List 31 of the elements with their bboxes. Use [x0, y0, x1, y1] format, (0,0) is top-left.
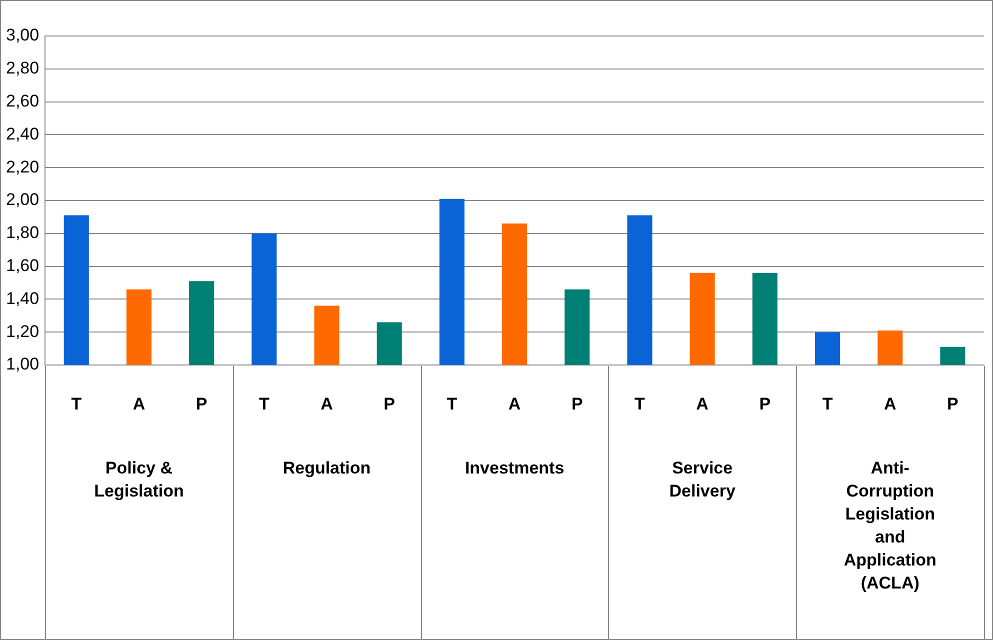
- y-tick-label: 1,40: [6, 288, 40, 308]
- y-tick-label: 1,60: [6, 256, 40, 275]
- y-tick-label: 1,20: [6, 322, 40, 341]
- series-label: P: [196, 394, 208, 414]
- text: T: [71, 394, 82, 414]
- series-label: T: [634, 394, 646, 414]
- text: A: [320, 394, 333, 414]
- x-tick-label: Regulation: [282, 458, 371, 478]
- y-tick-label: 2,00: [6, 190, 40, 210]
- text: P: [384, 394, 396, 414]
- text: T: [446, 394, 458, 414]
- text: T: [822, 394, 833, 414]
- series-label: A: [132, 394, 146, 414]
- y-tick-label: 2,40: [6, 124, 40, 144]
- text: P: [571, 394, 583, 414]
- text: P: [947, 394, 958, 414]
- y-tick-label: 2,20: [6, 157, 40, 176]
- x-tick-label: Service Delivery: [669, 458, 736, 501]
- text: A: [696, 394, 708, 414]
- x-tick-label: Policy & Legislation: [94, 458, 184, 501]
- text: T: [258, 394, 270, 414]
- x-tick-label: Investments: [464, 458, 564, 478]
- text: A: [884, 394, 896, 414]
- x-tick-label: Anti-Corruption Legislation and Application (ACLA): [844, 458, 936, 593]
- y-tick-label: 1,80: [6, 223, 40, 242]
- y-tick-label: 1,00: [6, 354, 40, 374]
- text: A: [508, 394, 521, 414]
- y-tick-label: 3,00: [6, 26, 40, 45]
- text: P: [759, 394, 771, 414]
- y-tick-label: 2,60: [6, 91, 40, 110]
- y-tick-label: 2,80: [6, 58, 40, 78]
